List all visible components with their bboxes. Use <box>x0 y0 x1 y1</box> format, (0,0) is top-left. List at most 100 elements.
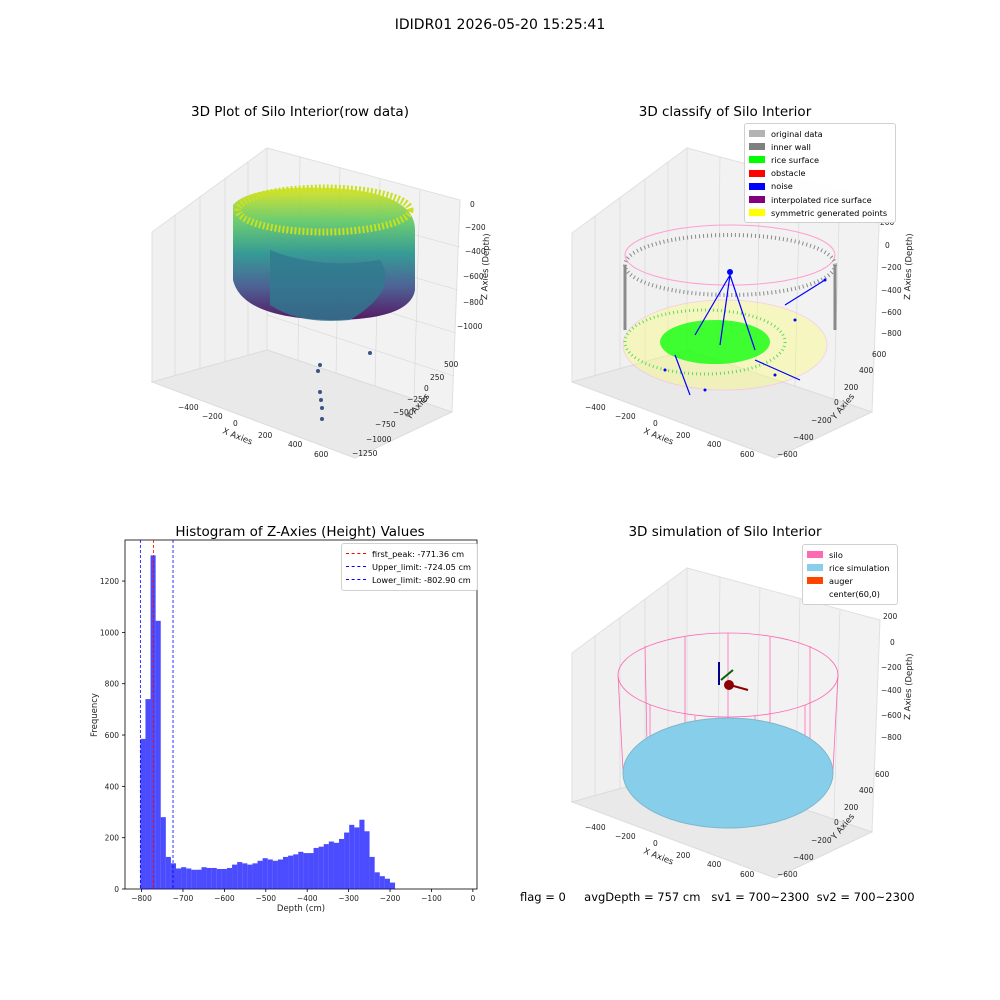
histogram-ytick-label: 1200 <box>100 577 119 586</box>
p1-ztick-2: −400 <box>465 247 486 256</box>
p2-legend-label: noise <box>771 181 793 192</box>
floor-pane <box>570 349 874 459</box>
p4-legend-label: center(60,0) <box>829 589 880 600</box>
panel2-legend: original data inner wall rice surface obsta… <box>744 123 896 224</box>
histogram-legend-label: Upper_limit: -724.05 cm <box>372 561 471 572</box>
histogram-bar <box>226 867 233 889</box>
p4-legend-label: silo <box>829 549 843 560</box>
p4-zlabel: Z Axies (Depth) <box>903 653 915 720</box>
p4-ztick-3: −400 <box>881 686 902 695</box>
p1-ztick-3: −600 <box>463 272 484 281</box>
panel1-title: 3D Plot of Silo Interior(row data) <box>191 104 409 120</box>
histogram-legend-item: first_peak: -771.36 cm <box>346 547 473 560</box>
histogram-legend-label: first_peak: -771.36 cm <box>372 548 465 559</box>
histogram-bar <box>364 831 370 889</box>
panel2-title: 3D classify of Silo Interior <box>638 104 812 120</box>
p1-ytick-2: 0 <box>424 384 429 393</box>
floor-pane <box>150 349 454 459</box>
p2-xtick-5: 600 <box>740 450 755 459</box>
p4-ytick-0: 600 <box>875 770 890 779</box>
p4-xtick-4: 400 <box>707 860 722 869</box>
histogram-xtick-label: −400 <box>297 894 318 903</box>
p1-ytick-5: −750 <box>375 420 396 429</box>
histogram-bar <box>191 869 197 889</box>
p2-legend-swatch <box>749 143 765 151</box>
p2-legend-swatch <box>749 130 765 138</box>
p1-ytick-4: −500 <box>393 408 414 417</box>
histogram-bar <box>252 863 258 889</box>
sv1-text: sv1 = 700~2300 <box>711 890 810 904</box>
histogram-title: Histogram of Z-Axies (Height) Values <box>175 524 425 540</box>
histogram-bar <box>206 867 212 889</box>
p2-legend-label: original data <box>771 128 823 139</box>
sv2-text: sv2 = 700~2300 <box>816 890 915 904</box>
p2-legend-item: original data <box>749 127 891 140</box>
histogram-legend-line <box>346 566 366 568</box>
p4-ztick-0: 200 <box>883 612 898 621</box>
p2-legend-swatch <box>749 169 765 177</box>
histogram-bar <box>323 844 329 889</box>
histogram-bar <box>333 842 340 889</box>
histogram-bar <box>176 868 182 889</box>
histogram-xtick-label: −500 <box>255 894 276 903</box>
p1-xtick-1: −200 <box>202 412 223 421</box>
histogram-xtick-label: 0 <box>470 894 475 903</box>
p1-zlabel: Z Axies (Depth) <box>480 233 492 300</box>
histogram-bar <box>303 853 309 889</box>
histogram-bar <box>379 876 385 889</box>
histogram-bar <box>318 846 324 889</box>
p2-ztick-4: −600 <box>881 308 902 317</box>
p4-xtick-5: 600 <box>740 870 755 879</box>
p4-ytick-3: 0 <box>834 818 839 827</box>
p2-legend-label: inner wall <box>771 141 811 152</box>
histogram-bar <box>313 847 319 889</box>
histogram-legend-item: Lower_limit: -802.90 cm <box>346 573 473 586</box>
p2-legend-item: noise <box>749 180 891 193</box>
status-footer: flag = 0 avgDepth = 757 cm sv1 = 700~230… <box>520 890 915 904</box>
p1-xtick-2: 0 <box>233 419 238 428</box>
histogram-ytick-label: 200 <box>105 834 120 843</box>
p1-xtick-0: −400 <box>178 403 199 412</box>
histogram-bar <box>272 860 278 889</box>
histogram-bar <box>196 869 202 889</box>
p1-ztick-1: −200 <box>465 223 486 232</box>
outlier-points <box>316 351 372 421</box>
histogram-legend-line <box>346 553 366 555</box>
histogram-ytick-label: 0 <box>114 885 119 894</box>
histogram-bar <box>216 868 222 889</box>
histogram-bar <box>160 817 166 889</box>
p2-ytick-5: −400 <box>793 433 814 442</box>
histogram-bar <box>374 872 380 889</box>
histogram-xlabel: Depth (cm) <box>277 904 325 914</box>
p4-xtick-3: 200 <box>676 851 691 860</box>
histogram-ytick-label: 1000 <box>100 628 119 637</box>
histogram-xtick-label: −700 <box>173 894 194 903</box>
histogram-xtick-label: −300 <box>338 894 359 903</box>
p2-xtick-4: 400 <box>707 440 722 449</box>
p1-ytick-1: 250 <box>430 373 445 382</box>
histogram-legend-label: Lower_limit: -802.90 cm <box>372 574 471 585</box>
rice-simulation-surface <box>622 717 834 829</box>
panel4-3d-plot: −400 −200 0 200 400 600 600 400 200 0 −2… <box>570 567 915 879</box>
p4-xtick-0: −400 <box>585 823 606 832</box>
panel4-title: 3D simulation of Silo Interior <box>628 524 822 540</box>
p4-legend-label: auger <box>829 575 853 586</box>
p2-ztick-1: 0 <box>885 241 890 250</box>
p2-legend-item: rice surface <box>749 153 891 166</box>
p4-legend-item: silo <box>807 548 893 561</box>
p2-xtick-3: 200 <box>676 431 691 440</box>
histogram-bar <box>328 841 334 889</box>
p1-ytick-0: 500 <box>444 360 459 369</box>
histogram-bar <box>288 855 294 889</box>
p2-xlabel: X Axies <box>642 427 675 448</box>
p4-legend-swatch <box>807 577 823 585</box>
p2-legend-item: symmetric generated points <box>749 206 891 219</box>
histogram-bar <box>201 867 207 889</box>
p1-xtick-3: 200 <box>258 431 273 440</box>
p2-legend-swatch <box>749 156 765 164</box>
histogram-ytick-label: 400 <box>105 782 120 791</box>
histogram-bar <box>211 867 217 889</box>
p4-xtick-1: −200 <box>615 832 636 841</box>
p2-ztick-5: −800 <box>881 329 902 338</box>
histogram-bar <box>247 864 253 889</box>
